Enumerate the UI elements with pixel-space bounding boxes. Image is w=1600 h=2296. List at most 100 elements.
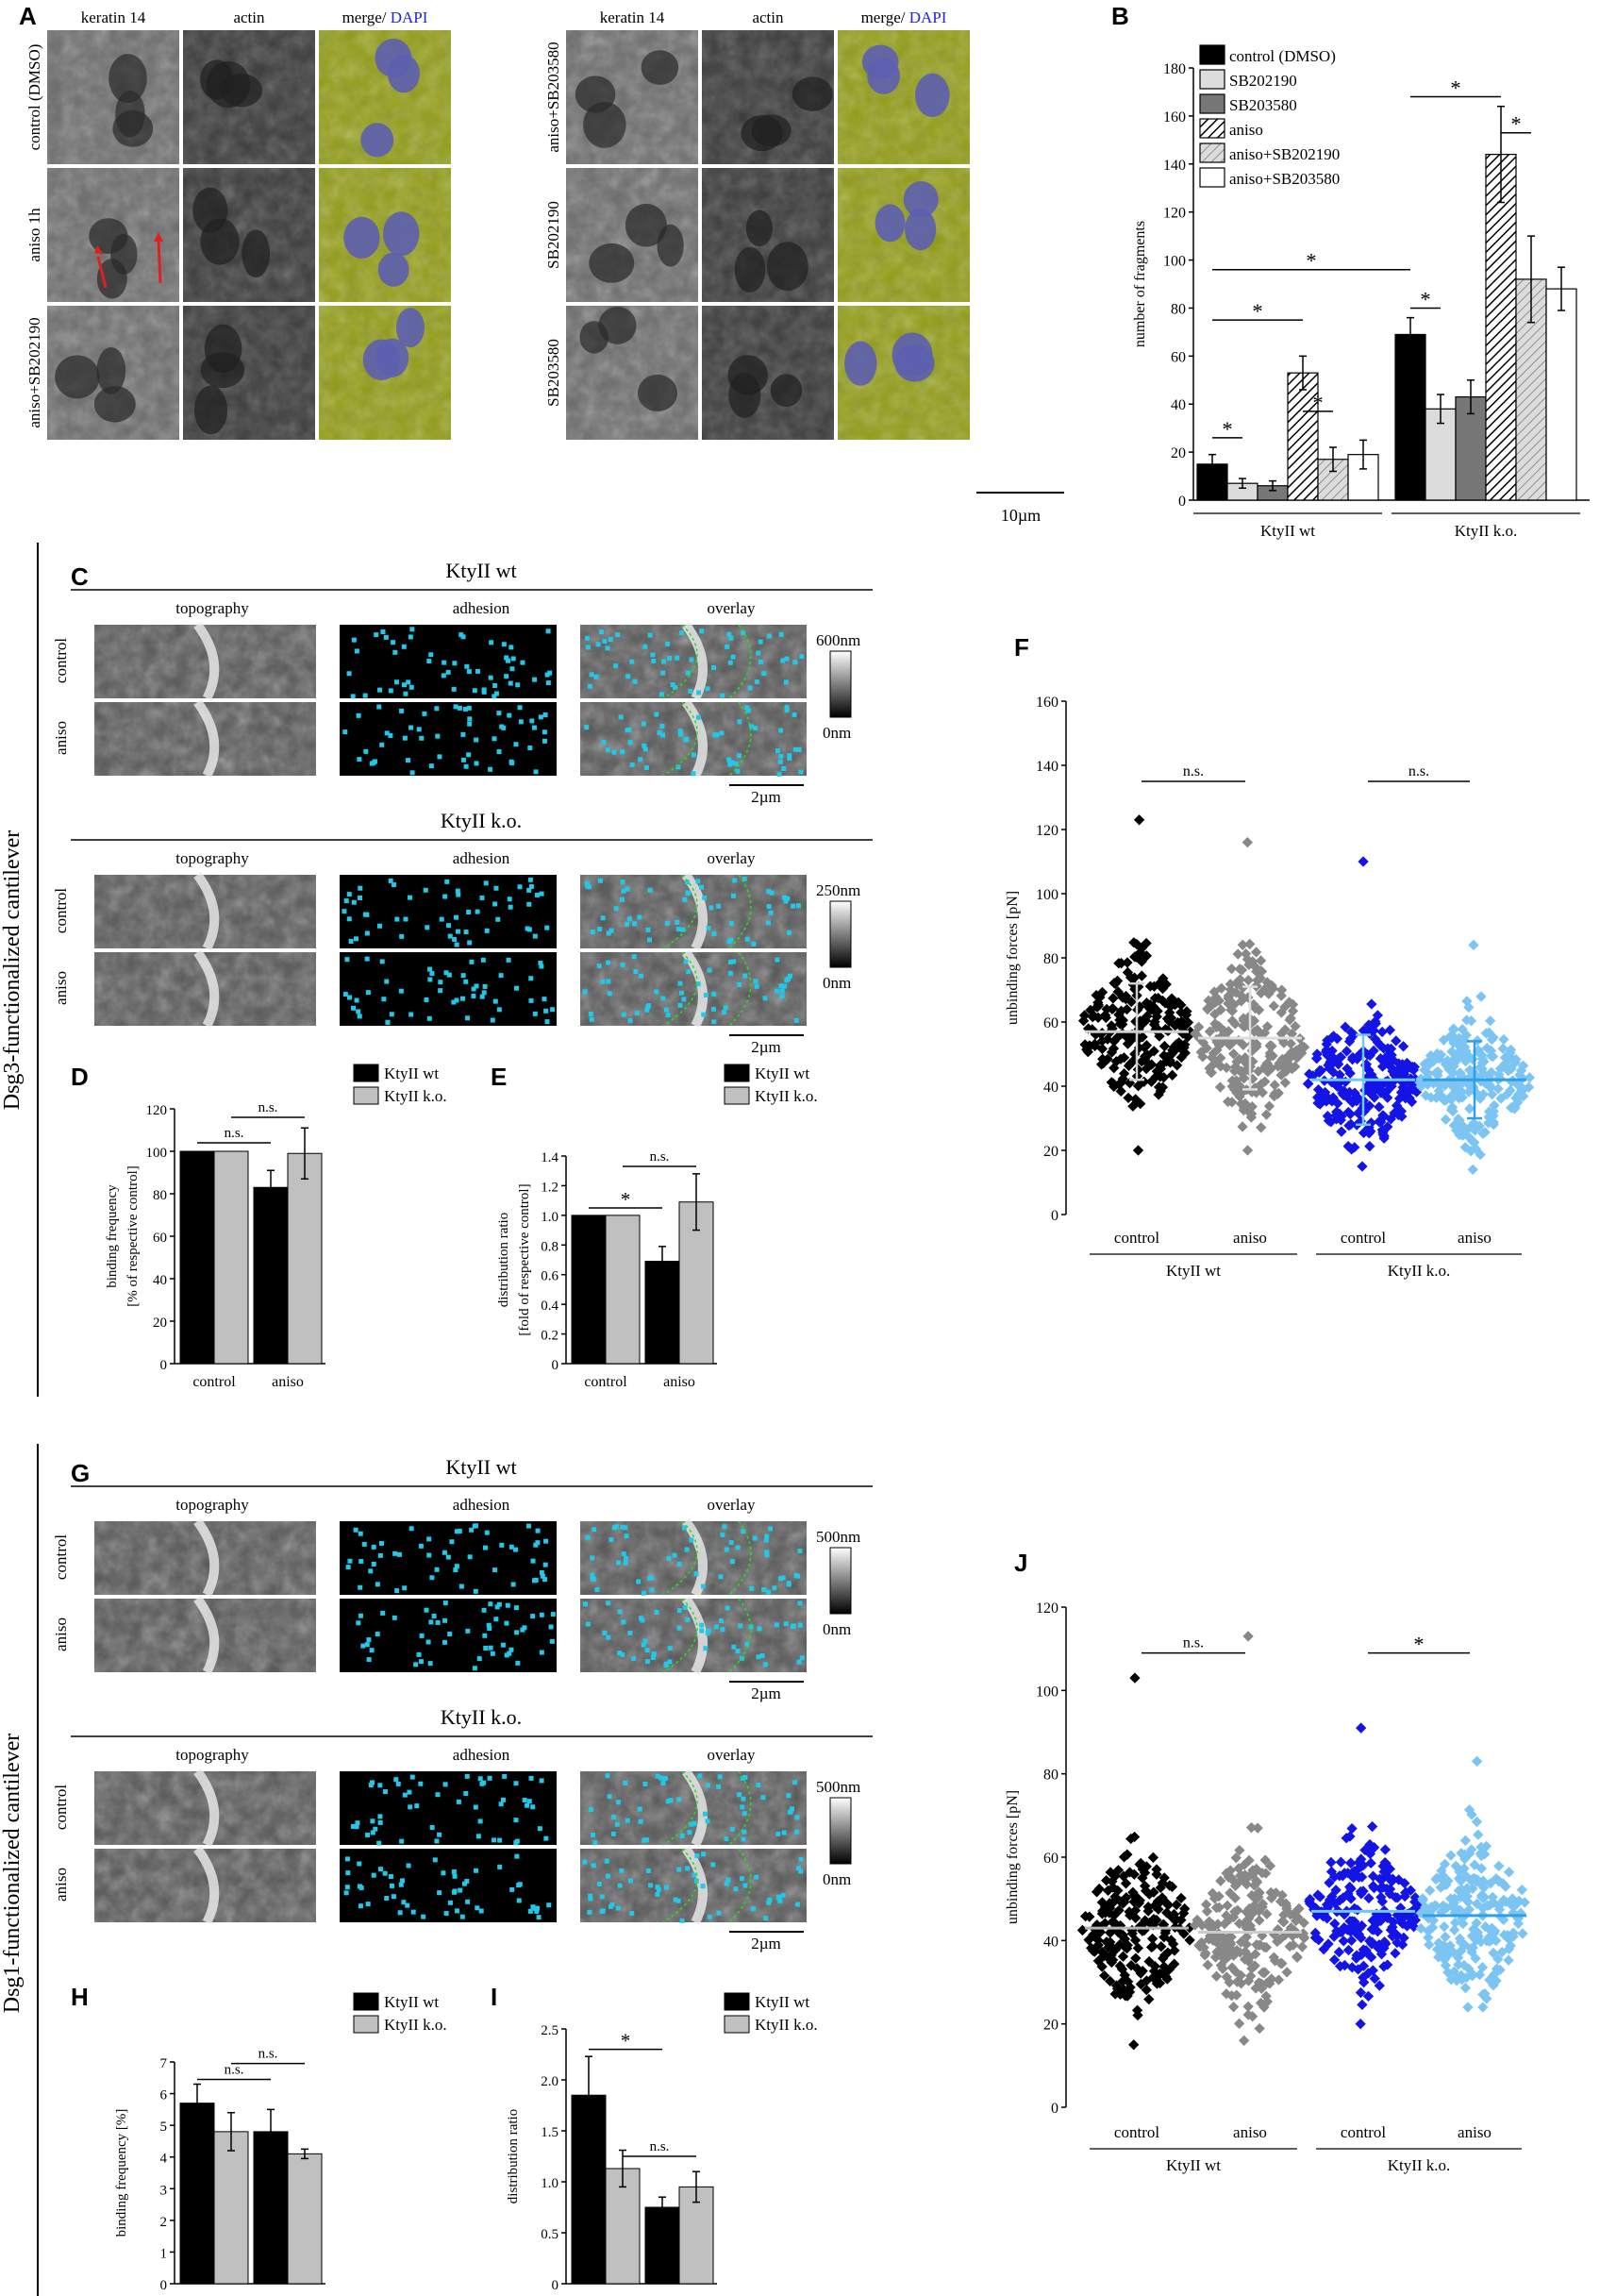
scatter-point (1132, 1942, 1143, 1954)
legend-label: KtyII k.o. (755, 1087, 818, 1105)
y-axis-label: [fold of respective control] (517, 1183, 532, 1335)
scatter-point (1336, 1126, 1347, 1137)
scatter-point (1248, 1026, 1260, 1037)
scatter-point (1166, 1069, 1178, 1081)
scatter-point (1440, 1944, 1451, 1955)
group-label: KtyII wt (1260, 522, 1315, 540)
scatter-point (1231, 1056, 1242, 1067)
scatter-point (1291, 1915, 1302, 1927)
scatter-point (1470, 1874, 1482, 1886)
scatter-point (1341, 1046, 1353, 1057)
legend-swatch (353, 1064, 379, 1082)
scatter-point (1112, 986, 1124, 997)
legend-label: control (DMSO) (1229, 47, 1336, 65)
scatter-point (1142, 1901, 1154, 1913)
row-label-left: control (DMSO) (25, 44, 43, 151)
scatter-point (1225, 979, 1236, 990)
y-tick-label: 120 (1036, 823, 1058, 839)
scatter-point (1227, 1048, 1240, 1060)
scatter-point (1378, 1961, 1390, 1972)
scatter-point (1200, 1948, 1211, 1959)
scatter-point (1478, 1849, 1491, 1860)
scatter-point (1430, 1067, 1442, 1079)
significance-label: * (1312, 391, 1323, 414)
scatter-point (1345, 1935, 1358, 1946)
scatter-point (1137, 1031, 1148, 1043)
significance-label: * (1413, 1633, 1424, 1656)
scatter-point (1358, 1960, 1370, 1971)
scatter-point (1458, 1050, 1470, 1062)
scatter-point (1379, 1856, 1391, 1869)
scatter-point (1086, 1942, 1097, 1953)
scatter-point (1392, 1892, 1403, 1903)
significance-label: n.s. (225, 1126, 244, 1141)
scatter-point (1423, 1932, 1434, 1943)
y-tick-label: 0 (1178, 494, 1186, 510)
scatter-point (1481, 1936, 1492, 1947)
scatter-point (1356, 1932, 1367, 1944)
scatter-point (1337, 1892, 1349, 1903)
scatter-point (1158, 1967, 1170, 1978)
scatter-point (1454, 1933, 1466, 1944)
y-tick-label: 1.0 (541, 1210, 558, 1225)
scatter-point (1252, 975, 1263, 986)
y-tick-label: 60 (1043, 1851, 1058, 1867)
scatter-point (1488, 1947, 1499, 1959)
scatter-point (1357, 1871, 1368, 1883)
scatter-point (1440, 1931, 1451, 1943)
panel-letter-d: D (71, 1063, 89, 1091)
dsg1-section-label: Dsg1-functionalized cantilever (0, 1734, 25, 2014)
afm-col-header: topography (175, 599, 249, 617)
scatter-point (1179, 1902, 1191, 1915)
scatter-point (1355, 1986, 1367, 1999)
scatter-point (1487, 1050, 1499, 1063)
afm-col-header: overlay (708, 849, 756, 867)
scatter-point (1384, 1888, 1395, 1900)
scatter-point (1241, 1906, 1252, 1918)
scatter-point (1135, 1857, 1146, 1869)
scatter-point (1222, 1900, 1233, 1911)
scatter-point (1493, 1860, 1505, 1872)
scatter-point (1253, 1939, 1264, 1952)
scatter-point (1466, 1946, 1477, 1958)
scatter-point (1378, 1866, 1390, 1878)
scatter-point (1234, 1845, 1245, 1856)
y-tick-label: 160 (1163, 109, 1186, 126)
scatter-point (1237, 939, 1248, 950)
scatter-point (1357, 1161, 1368, 1172)
row-label-left: aniso+SB202190 (25, 317, 43, 427)
scatter-point (1345, 1883, 1357, 1895)
height-scale-max: 500nm (816, 1528, 860, 1546)
header-actin: actin (233, 8, 265, 26)
scatter-point (1221, 1971, 1232, 1983)
significance-label: n.s. (1408, 763, 1429, 779)
scatter-point (1471, 1816, 1483, 1828)
scatter-point (1192, 1914, 1203, 1926)
group-label: KtyII k.o. (1388, 1262, 1451, 1280)
scatter-point (1225, 963, 1238, 975)
scatter-point (1170, 1020, 1181, 1031)
scatter-point (1433, 1952, 1444, 1963)
scatter-point (1490, 1925, 1501, 1937)
y-axis-label: distribution ratio (496, 1213, 511, 1307)
x-tick-label: control (584, 2294, 627, 2296)
scatter-point (1239, 1918, 1250, 1929)
scatter-point (1364, 1838, 1375, 1851)
scatter-point (1358, 1944, 1369, 1955)
panel-letter-g: G (71, 1459, 90, 1487)
scatter-point (1376, 1896, 1388, 1907)
scatter-point (1435, 1089, 1446, 1101)
scatter-point (1169, 1958, 1180, 1969)
y-tick-label: 120 (146, 1103, 168, 1118)
scatter-point (1235, 1869, 1247, 1881)
bar (1485, 154, 1517, 501)
x-tick-label: control (192, 2294, 236, 2296)
scatter-point (1153, 1903, 1164, 1915)
y-tick-label: 4 (160, 2152, 168, 2167)
legend-swatch (724, 2015, 750, 2034)
legend-swatch (1199, 167, 1225, 188)
scatter-point (1368, 1025, 1379, 1036)
y-tick-label: 40 (1043, 1080, 1058, 1096)
scatter-point (1122, 1849, 1133, 1860)
scatter-point (1125, 1982, 1136, 1993)
